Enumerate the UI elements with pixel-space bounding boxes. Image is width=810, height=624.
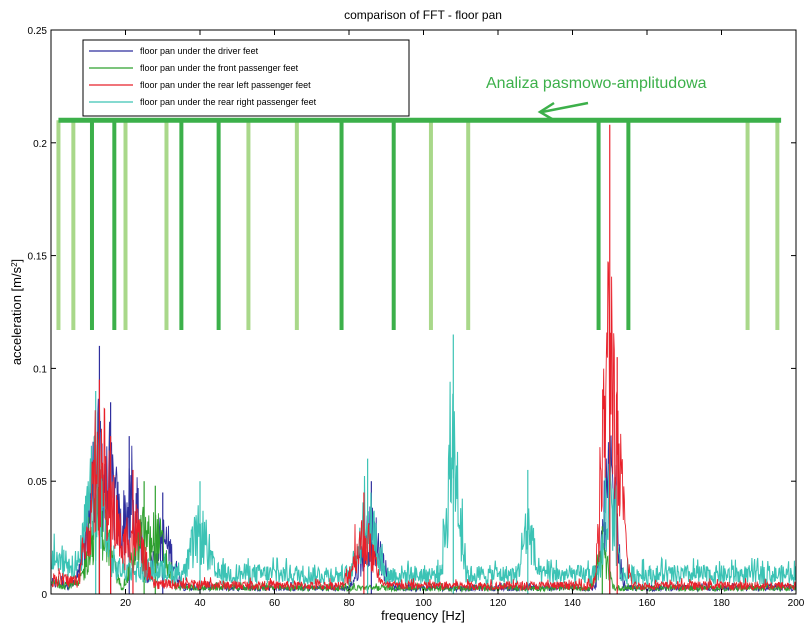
band-annotation [56,117,782,331]
y-tick-label: 0.1 [33,364,47,375]
annotation-arrow [537,101,589,121]
x-tick-label: 80 [343,598,355,609]
series-layer [51,124,796,594]
x-axis-label: frequency [Hz] [381,608,465,623]
annotation-label: Analiza pasmowo-amplitudowa [486,75,707,92]
y-axis-label: acceleration [m/s2] [9,259,24,365]
y-tick-label: 0.05 [28,477,48,488]
chart-title: comparison of FFT - floor pan [344,8,502,22]
y-tick-label: 0 [41,590,47,601]
x-axis: 20 40 60 80 100 120 140 160 180 200 [120,30,805,609]
x-tick-label: 140 [564,598,581,609]
legend: floor pan under the driver feet floor pan… [82,39,410,117]
y-tick-label: 0.2 [33,139,47,150]
y-axis: 0 0.05 0.1 0.15 0.2 0.25 [28,26,796,601]
x-tick-label: 160 [639,598,656,609]
y-tick-label: 0.25 [28,26,48,37]
x-tick-label: 100 [415,598,432,609]
x-tick-label: 40 [194,598,206,609]
x-tick-label: 20 [120,598,132,609]
legend-entry: floor pan under the driver feet [140,46,259,56]
series-line [51,261,796,592]
x-tick-label: 60 [269,598,281,609]
x-tick-label: 120 [490,598,507,609]
x-tick-label: 200 [788,598,805,609]
legend-box [82,39,410,117]
y-tick-label: 0.15 [28,252,48,263]
legend-entry: floor pan under the rear right passenger… [140,97,317,107]
x-tick-label: 180 [713,598,730,609]
series-line [51,381,796,587]
legend-entry: floor pan under the front passenger feet [140,63,299,73]
legend-entry: floor pan under the rear left passenger … [140,80,311,90]
